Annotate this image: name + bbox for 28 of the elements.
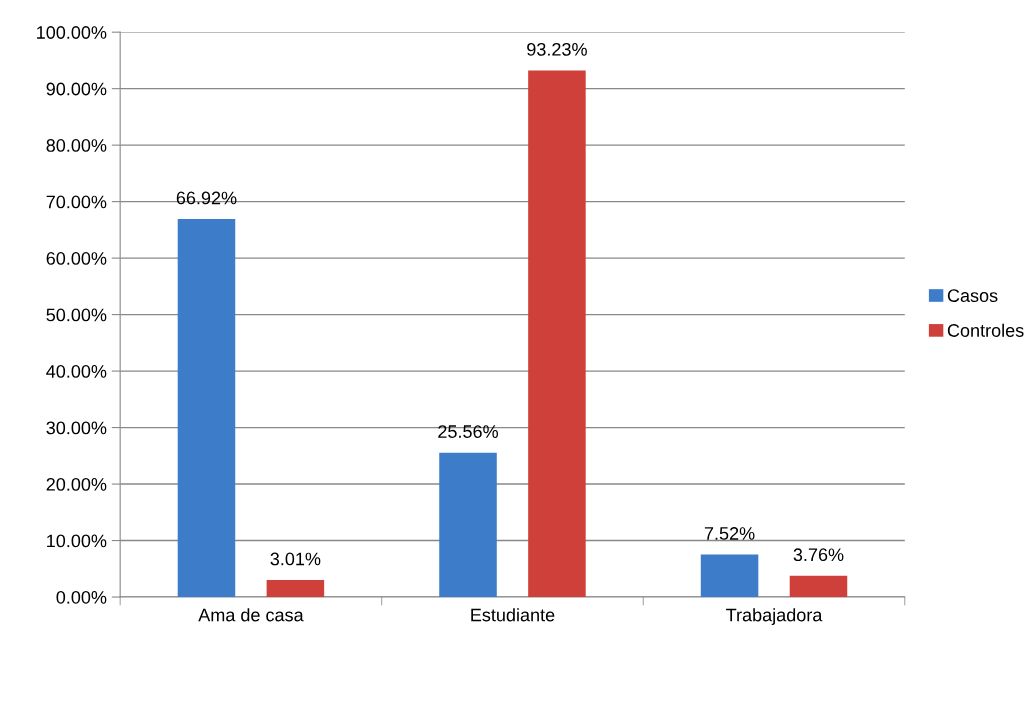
y-tick-label: 40.00% xyxy=(46,365,107,378)
x-tick-label: Estudiante xyxy=(471,608,555,622)
y-tick-label: 10.00% xyxy=(47,534,107,548)
y-tick-label: 80.00% xyxy=(46,139,107,152)
x-tick-label: Ama de casa xyxy=(198,608,304,622)
y-tick-label: 90.00% xyxy=(46,82,107,96)
y-tick-label: 50.00% xyxy=(46,308,107,322)
data-label: 25.56% xyxy=(438,425,498,438)
x-tick-label: Trabajadora xyxy=(726,608,823,625)
y-tick-label: 70.00% xyxy=(46,195,107,209)
legend-label: Casos xyxy=(947,289,998,302)
y-tick-label: 0.00% xyxy=(56,590,107,604)
data-label: 93.23% xyxy=(527,42,587,56)
y-tick-label: 30.00% xyxy=(46,421,107,435)
bar xyxy=(789,575,848,598)
legend-label: Controles xyxy=(947,323,1024,337)
y-tick-label: 20.00% xyxy=(46,477,107,491)
data-label: 3.76% xyxy=(793,548,844,562)
bar xyxy=(266,580,325,598)
bar xyxy=(177,219,236,598)
bar xyxy=(700,554,759,598)
data-label: 7.52% xyxy=(704,527,755,540)
y-tick-label: 60.00% xyxy=(46,252,107,265)
y-tick-label: 100.00% xyxy=(37,26,107,39)
bar xyxy=(528,70,586,598)
data-label: 3.01% xyxy=(270,552,321,566)
bar xyxy=(439,452,497,598)
data-label: 66.92% xyxy=(176,191,237,205)
